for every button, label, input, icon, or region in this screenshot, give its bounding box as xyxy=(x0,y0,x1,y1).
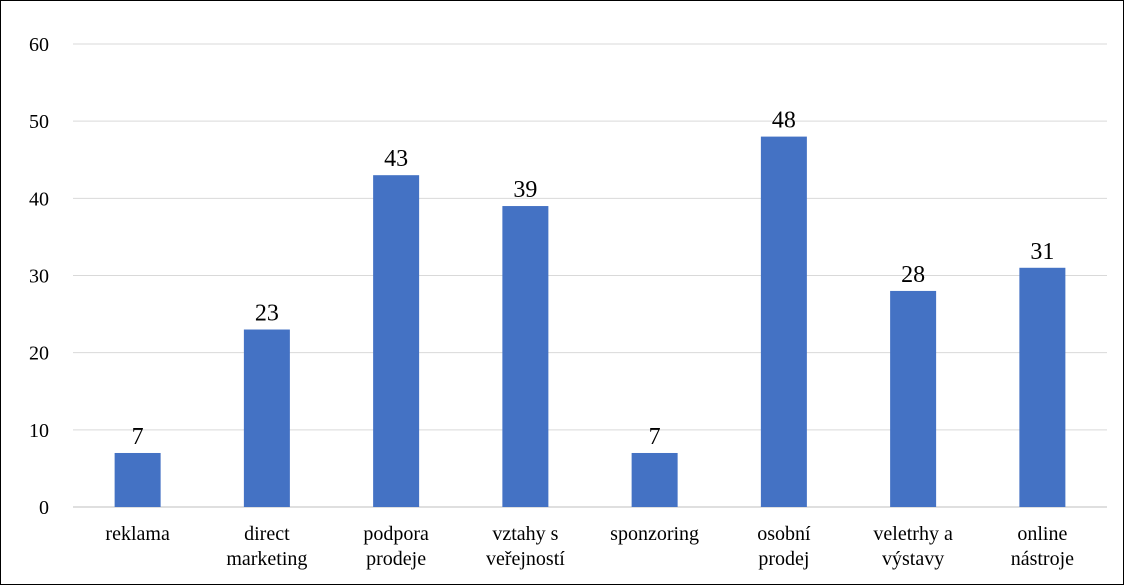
y-tick-label: 10 xyxy=(29,420,49,442)
data-label: 23 xyxy=(255,301,279,327)
bar xyxy=(890,290,937,507)
x-tick-label: vztahy s xyxy=(492,523,558,545)
y-tick-label: 30 xyxy=(29,266,49,288)
x-tick-label: nástroje xyxy=(1011,548,1074,570)
x-tick-label: sponzoring xyxy=(610,523,699,545)
bar xyxy=(502,206,549,508)
y-tick-label: 40 xyxy=(29,188,49,210)
x-tick-label: direct xyxy=(244,523,290,545)
bar xyxy=(1019,267,1066,507)
bar xyxy=(373,175,420,507)
bar xyxy=(631,452,678,507)
y-tick-label: 0 xyxy=(39,497,49,519)
y-tick-label: 60 xyxy=(29,34,49,56)
bar xyxy=(760,136,807,507)
data-label: 39 xyxy=(513,177,537,203)
data-label: 43 xyxy=(384,146,408,172)
x-tick-label: veřejností xyxy=(486,548,565,570)
bar xyxy=(243,329,290,507)
y-tick-label: 20 xyxy=(29,343,49,365)
data-label: 28 xyxy=(901,262,925,288)
x-tick-label: prodeje xyxy=(366,548,426,570)
x-tick-label: reklama xyxy=(105,523,170,545)
x-tick-label: marketing xyxy=(226,548,307,570)
y-tick-label: 50 xyxy=(29,111,49,133)
data-label: 7 xyxy=(132,424,144,450)
data-label: 31 xyxy=(1030,239,1054,265)
bar xyxy=(114,452,161,507)
x-tick-label: veletrhy a xyxy=(873,523,953,545)
data-label: 7 xyxy=(649,424,661,450)
x-tick-label: prodej xyxy=(758,548,809,570)
x-tick-label: online xyxy=(1017,523,1067,545)
x-tick-label: výstavy xyxy=(882,548,944,570)
x-tick-label: podpora xyxy=(363,523,429,545)
data-label: 48 xyxy=(772,108,796,134)
x-tick-label: osobní xyxy=(757,523,811,545)
